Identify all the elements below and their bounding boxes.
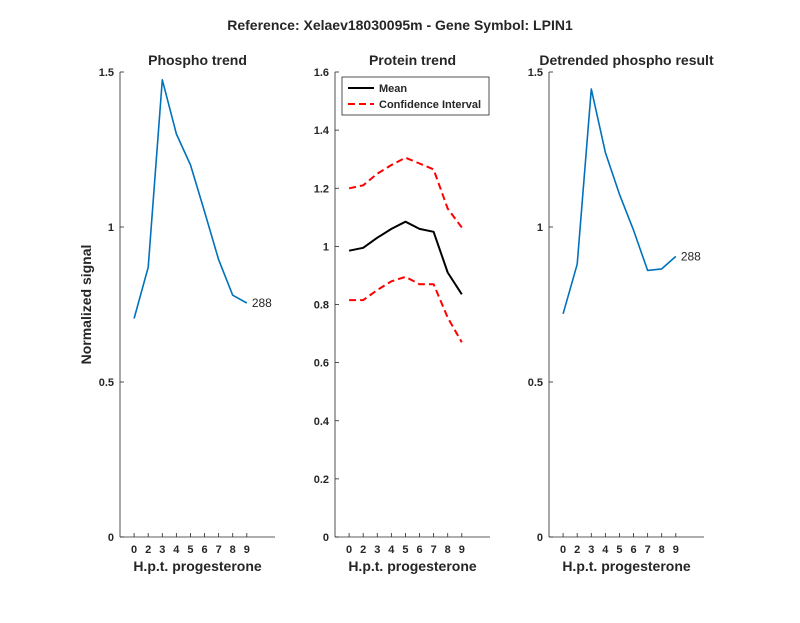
x-tick-label: 5 bbox=[402, 544, 408, 556]
x-axis-label: H.p.t. progesterone bbox=[562, 558, 691, 574]
x-tick-label: 6 bbox=[630, 544, 636, 556]
y-tick-label: 0.2 bbox=[314, 474, 329, 486]
x-tick-label: 2 bbox=[360, 544, 366, 556]
x-tick-label: 3 bbox=[159, 544, 165, 556]
legend-label: Confidence Interval bbox=[379, 99, 481, 111]
x-tick-label: 9 bbox=[673, 544, 679, 556]
series-line-3 bbox=[349, 275, 463, 343]
x-tick-label: 9 bbox=[459, 544, 465, 556]
x-tick-label: 8 bbox=[445, 544, 451, 556]
x-tick-label: 4 bbox=[388, 544, 395, 556]
y-axis-label: Normalized signal bbox=[78, 245, 94, 365]
y-tick-label: 0 bbox=[108, 532, 114, 544]
x-axis-label: H.p.t. progesterone bbox=[133, 558, 262, 574]
y-tick-label: 1 bbox=[537, 222, 543, 234]
x-tick-label: 0 bbox=[346, 544, 352, 556]
x-tick-label: 6 bbox=[416, 544, 422, 556]
x-tick-label: 2 bbox=[145, 544, 151, 556]
x-tick-label: 3 bbox=[374, 544, 380, 556]
x-tick-label: 3 bbox=[588, 544, 594, 556]
y-tick-label: 0 bbox=[537, 532, 543, 544]
panel-title: Detrended phospho result bbox=[539, 52, 714, 68]
x-tick-label: 7 bbox=[431, 544, 437, 556]
panel-2: 00.20.40.60.811.21.41.60 2 3 4 5 6 7 8 9Protein … bbox=[314, 52, 490, 574]
legend-box bbox=[341, 76, 490, 116]
y-tick-label: 1.4 bbox=[314, 125, 330, 137]
x-tick-label: 6 bbox=[201, 544, 207, 556]
x-tick-label: 2 bbox=[574, 544, 580, 556]
y-tick-label: 0.8 bbox=[314, 300, 329, 312]
series-line-2 bbox=[348, 156, 463, 229]
x-tick-label: 7 bbox=[216, 544, 222, 556]
y-tick-label: 1 bbox=[323, 241, 329, 253]
series-line-1 bbox=[133, 79, 248, 319]
x-tick-label: 5 bbox=[616, 544, 622, 556]
y-tick-label: 1.5 bbox=[528, 67, 543, 79]
y-tick-label: 1 bbox=[108, 222, 114, 234]
x-tick-label: 5 bbox=[187, 544, 193, 556]
y-tick-label: 0 bbox=[323, 532, 329, 544]
x-axis-label: H.p.t. progesterone bbox=[348, 558, 477, 574]
series-line-1 bbox=[562, 88, 677, 315]
series-line-1 bbox=[348, 220, 463, 295]
x-tick-label: 4 bbox=[173, 544, 180, 556]
panel-title: Protein trend bbox=[369, 52, 456, 68]
figure-title: Reference: Xelaev18030095m - Gene Symbol… bbox=[227, 17, 573, 33]
y-tick-label: 0.5 bbox=[528, 377, 543, 389]
x-tick-label: 0 bbox=[131, 544, 137, 556]
series-end-label: 288 bbox=[252, 296, 272, 310]
series-end-label: 288 bbox=[681, 249, 701, 263]
y-tick-label: 1.6 bbox=[314, 67, 329, 79]
y-tick-label: 1.2 bbox=[314, 183, 329, 195]
x-tick-label: 8 bbox=[659, 544, 665, 556]
x-tick-label: 4 bbox=[602, 544, 609, 556]
y-tick-label: 0.6 bbox=[314, 358, 329, 370]
x-tick-label: 8 bbox=[230, 544, 236, 556]
panel-title: Phospho trend bbox=[148, 52, 247, 68]
x-tick-label: 0 bbox=[560, 544, 566, 556]
y-tick-label: 0.5 bbox=[99, 377, 114, 389]
y-tick-label: 0.4 bbox=[314, 416, 330, 428]
x-tick-label: 7 bbox=[645, 544, 651, 556]
legend: Mean Confidence Interval bbox=[341, 76, 490, 116]
legend-label: Mean bbox=[379, 83, 407, 95]
x-tick-label: 9 bbox=[244, 544, 250, 556]
y-tick-label: 1.5 bbox=[99, 67, 114, 79]
